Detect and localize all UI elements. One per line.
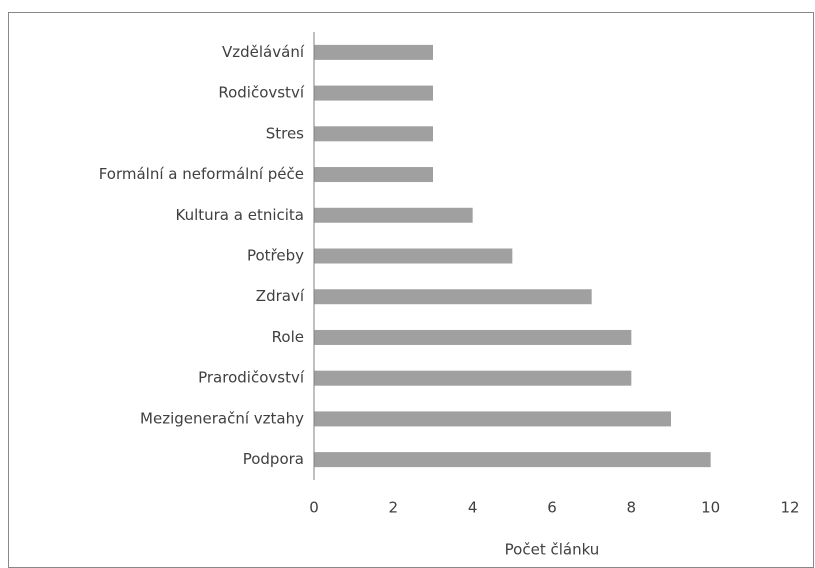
bar [314,411,671,427]
x-tick-label: 8 [627,499,637,517]
bar [314,329,632,345]
bar [314,248,513,264]
bar [314,207,473,223]
x-tick-label: 12 [780,499,799,517]
y-tick-label: Prarodičovství [198,369,305,387]
x-tick-label: 6 [547,499,557,517]
bar [314,44,433,60]
bar [314,126,433,142]
y-tick-label: Mezigenerační vztahy [140,409,304,427]
y-tick-label: Podpora [243,450,304,468]
x-axis-label: Počet článku [505,541,600,559]
x-tick-label: 4 [468,499,478,517]
bar [314,289,592,305]
y-tick-label: Potřeby [247,247,304,265]
y-tick-label: Kultura a etnicita [175,206,304,224]
bar [314,167,433,183]
y-tick-label: Zdraví [256,287,305,305]
bar [314,85,433,101]
x-tick-label: 2 [389,499,399,517]
y-tick-label: Rodičovství [218,84,304,102]
y-tick-label: Vzdělávání [222,43,305,61]
y-tick-label: Stres [266,124,304,142]
bar [314,370,632,386]
y-tick-label: Role [272,328,304,346]
x-tick-label: 0 [309,499,319,517]
x-tick-label: 10 [701,499,720,517]
bar [314,452,711,468]
y-tick-label: Formální a neformální péče [99,165,304,183]
